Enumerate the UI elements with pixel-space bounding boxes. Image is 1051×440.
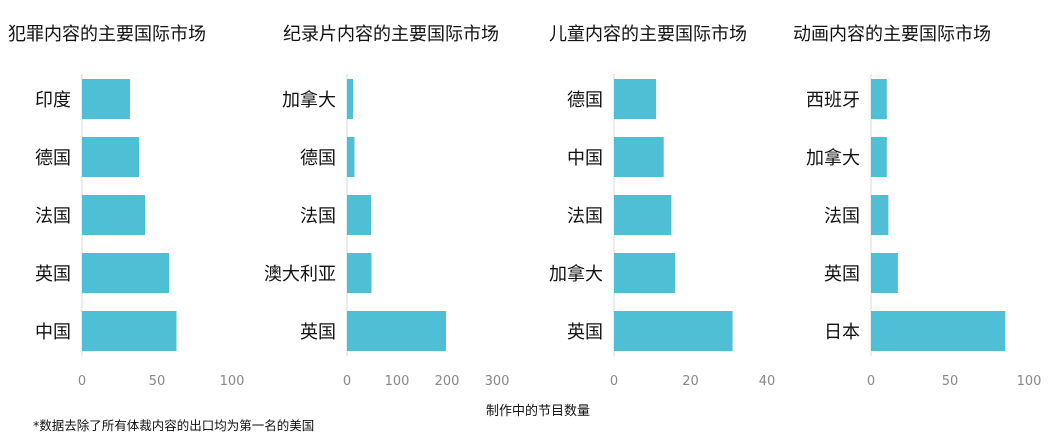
bar [614,311,733,351]
shared-x-axis-label: 制作中的节目数量 [486,403,590,419]
category-label: 中国 [35,322,71,343]
chart-title: 纪录片内容的主要国际市场 [283,24,499,45]
bar [82,311,177,351]
category-label: 西班牙 [806,90,860,111]
bar [871,137,887,177]
x-tick-label: 40 [759,374,776,389]
x-tick-label: 0 [343,374,351,389]
bar [347,137,355,177]
bar [871,195,889,235]
bar [347,311,446,351]
bar [82,79,130,119]
x-tick-label: 200 [435,374,460,389]
bar [82,137,139,177]
bar [347,79,353,119]
category-label: 日本 [824,322,860,343]
footnote: *数据去除了所有体裁内容的出口均为第一名的美国 [33,418,314,433]
category-label: 法国 [300,206,336,227]
category-label: 德国 [300,148,336,169]
x-tick-label: 20 [682,374,699,389]
category-label: 印度 [35,90,71,111]
category-label: 加拿大 [282,89,336,111]
bar [614,195,672,235]
category-label: 法国 [567,206,603,227]
bar [871,79,887,119]
category-label: 中国 [567,148,603,169]
category-label: 英国 [567,322,603,343]
category-label: 加拿大 [806,147,860,169]
bar [347,195,371,235]
x-tick-label: 100 [385,374,410,389]
x-tick-label: 0 [867,374,875,389]
x-tick-label: 300 [485,374,510,389]
bar [82,195,145,235]
category-label: 英国 [35,264,71,285]
x-tick-label: 50 [942,374,959,389]
category-label: 加拿大 [549,263,603,285]
bar [347,253,372,293]
chart-title: 动画内容的主要国际市场 [793,24,991,45]
x-tick-label: 100 [220,374,245,389]
category-label: 澳大利亚 [264,264,336,285]
x-tick-label: 0 [610,374,618,389]
bar [871,253,898,293]
x-tick-label: 50 [149,374,166,389]
bar [614,253,676,293]
category-label: 英国 [824,264,860,285]
bar [871,311,1006,351]
x-tick-label: 0 [78,374,86,389]
category-label: 法国 [824,206,860,227]
category-label: 德国 [35,148,71,169]
bar [614,137,664,177]
category-label: 法国 [35,206,71,227]
chart-title: 儿童内容的主要国际市场 [549,24,747,45]
x-tick-label: 100 [1017,374,1042,389]
bar [614,79,657,119]
chart-title: 犯罪内容的主要国际市场 [8,24,206,45]
category-label: 德国 [567,90,603,111]
bar [82,253,169,293]
category-label: 英国 [300,322,336,343]
